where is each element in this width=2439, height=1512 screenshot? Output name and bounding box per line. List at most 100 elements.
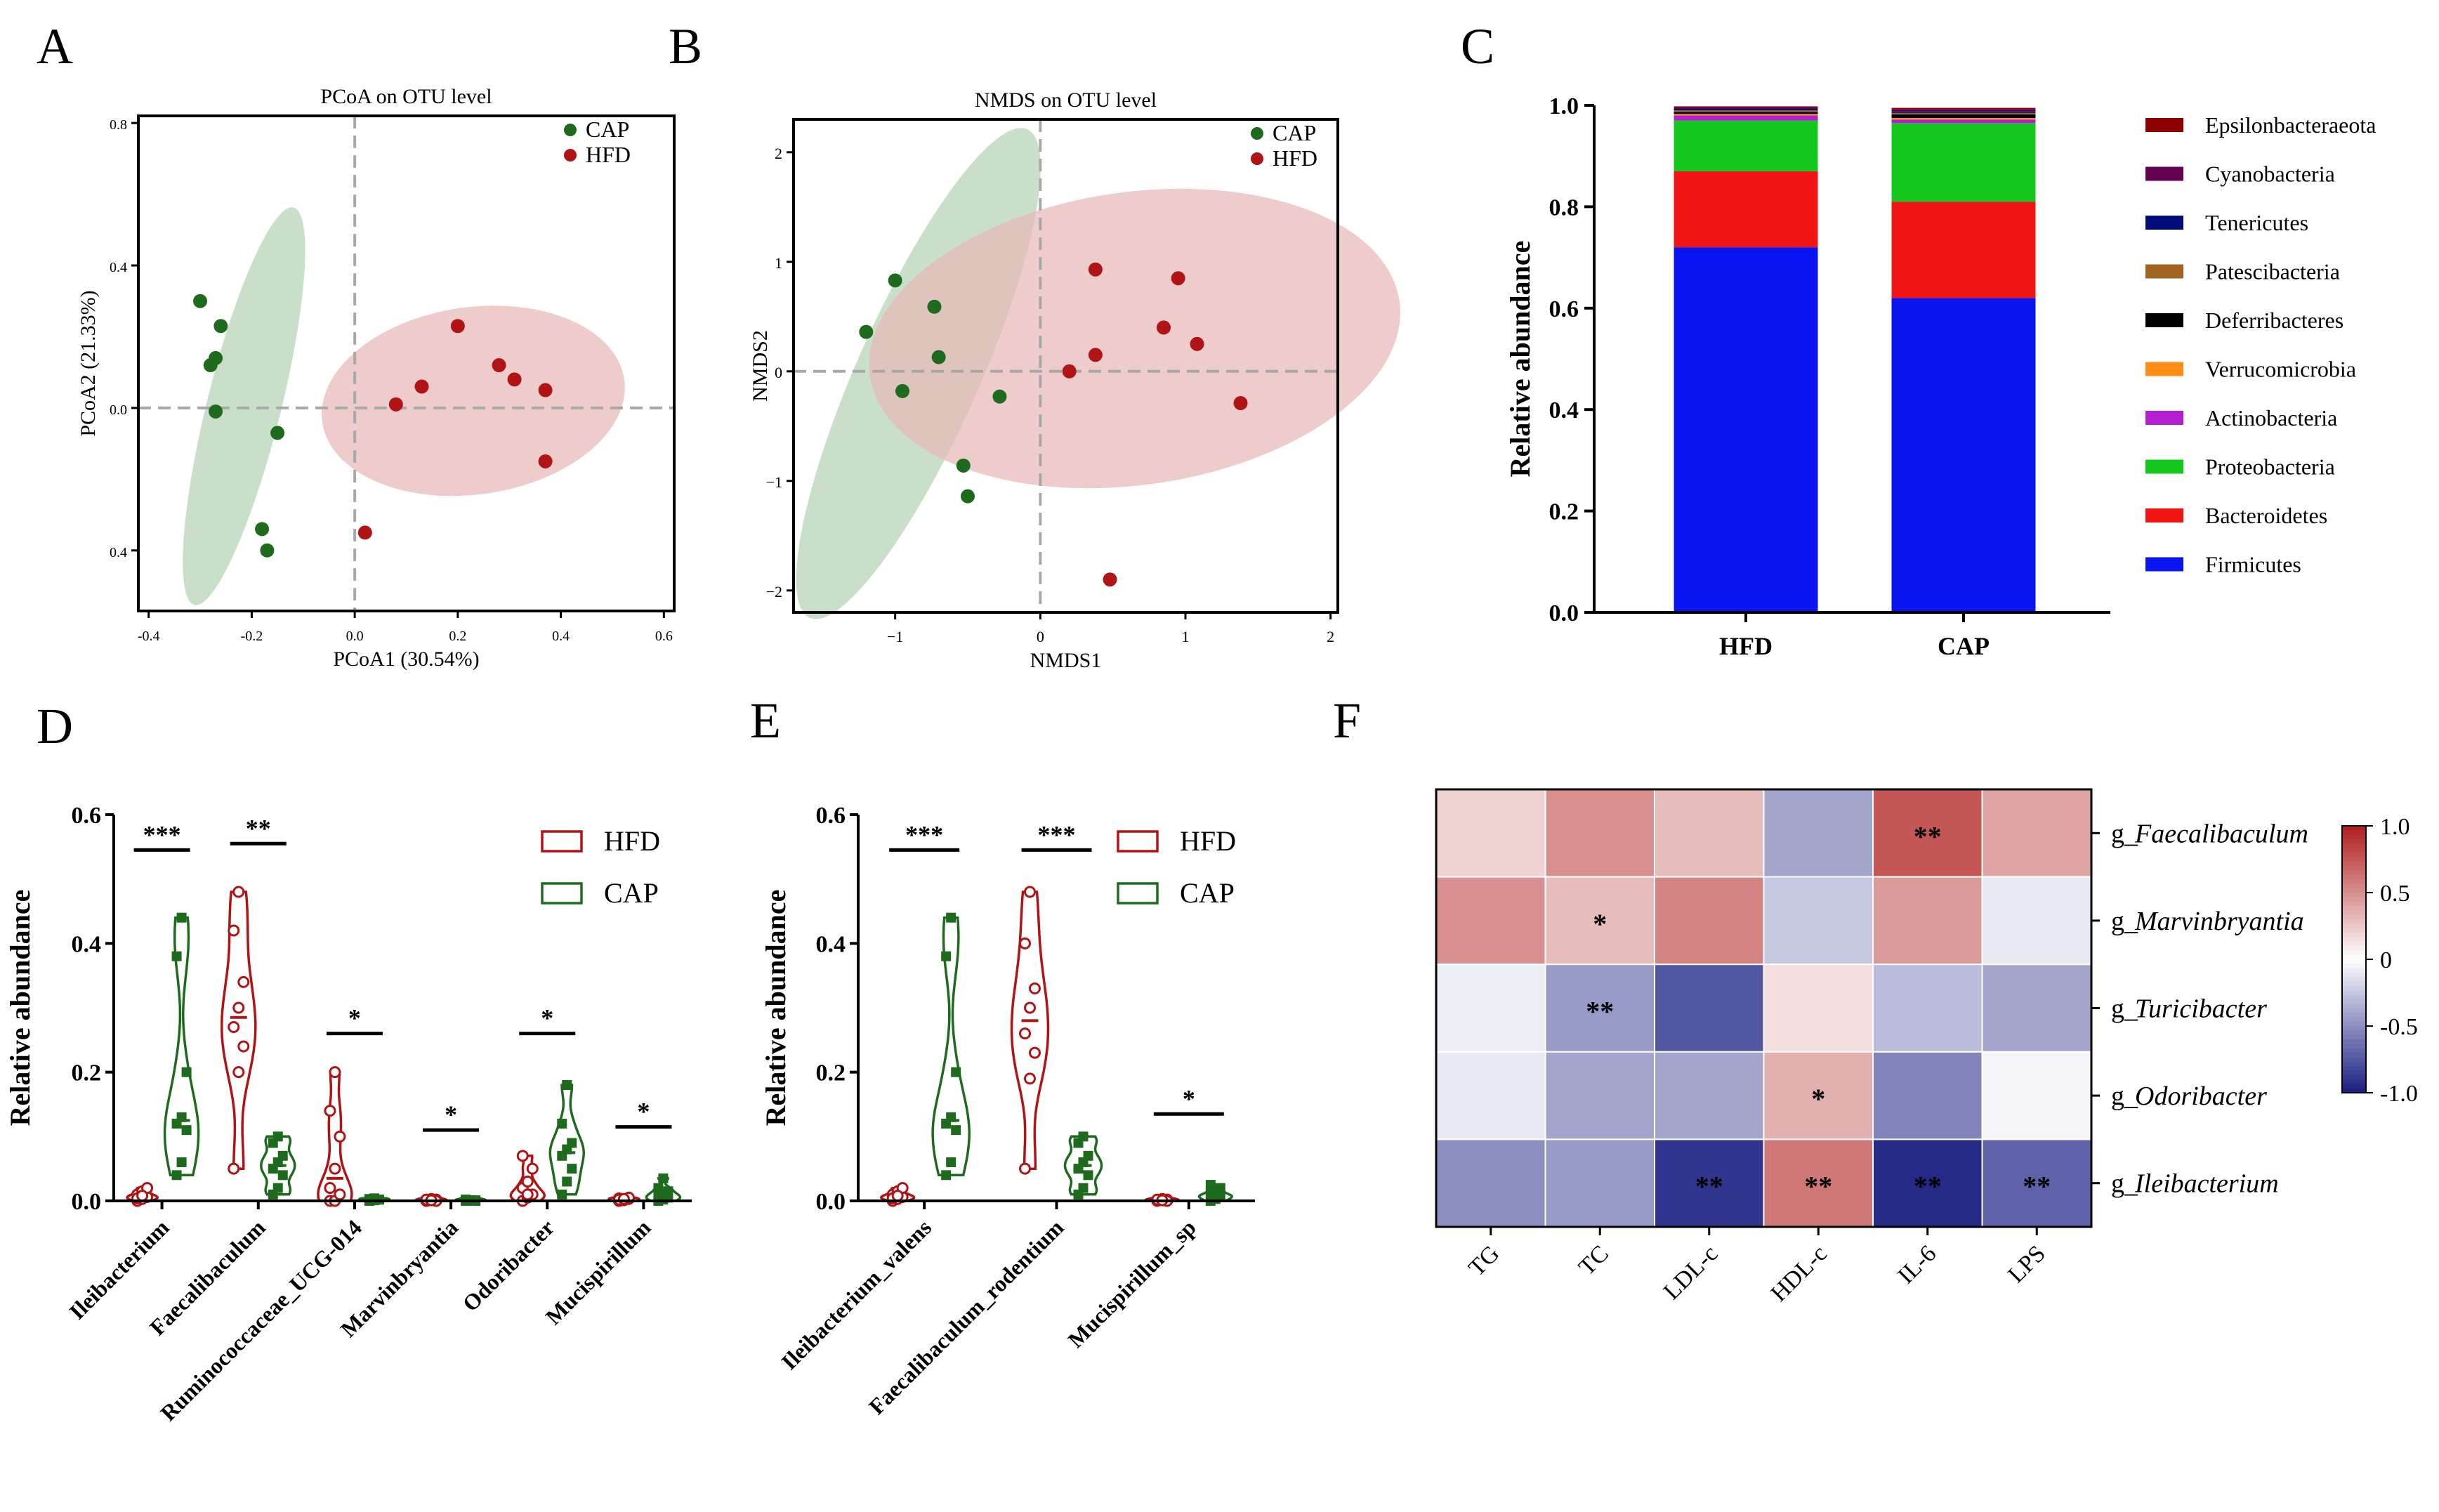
heatmap-cell bbox=[1763, 789, 1874, 878]
legend-swatch-verrucomicrobia bbox=[2145, 362, 2183, 376]
heatmap-cell bbox=[1654, 964, 1765, 1053]
row-label-prefix: g_ bbox=[2111, 994, 2138, 1024]
hfd-sample-point bbox=[1029, 1046, 1041, 1059]
panel-letter-b: B bbox=[669, 18, 702, 74]
legend-label-cyanobacteria: Cyanobacteria bbox=[2205, 162, 2335, 187]
cap-sample-point bbox=[277, 1170, 288, 1181]
y-tick-label: 0.4 bbox=[816, 931, 846, 957]
y-tick-label: 0.4 bbox=[110, 545, 127, 560]
colorbar-step bbox=[2342, 826, 2366, 831]
colorbar-step bbox=[2342, 1044, 2366, 1049]
heatmap-cell bbox=[1981, 964, 2092, 1053]
legend-swatch-actinobacteria bbox=[2145, 411, 2183, 425]
y-tick-label: 0.8 bbox=[1549, 195, 1579, 221]
cap-violin bbox=[931, 916, 971, 1177]
species-violin-plot: ***Ileibacterium_valens***Faecalibaculum… bbox=[760, 803, 1255, 1419]
bar-segment-cap-deferribacteres bbox=[1891, 114, 2036, 119]
hfd-sample-point bbox=[1190, 336, 1204, 351]
heatmap-cell bbox=[1654, 789, 1765, 878]
legend-swatch-bacteroidetes bbox=[2145, 508, 2183, 522]
y-tick-label: 0.8 bbox=[110, 117, 127, 133]
y-tick-label: 0.6 bbox=[72, 803, 102, 829]
x-axis-label: PCoA1 (30.54%) bbox=[333, 647, 479, 671]
cap-sample-point bbox=[171, 951, 182, 961]
heatmap-cell bbox=[1435, 789, 1546, 878]
row-label: Marvinbryantia bbox=[2134, 907, 2304, 936]
colorbar-step bbox=[2342, 853, 2366, 858]
cap-sample-point bbox=[946, 912, 956, 923]
cap-sample-point bbox=[369, 1194, 379, 1204]
x-tick-label: 0 bbox=[1037, 628, 1044, 645]
significance-stars: ** bbox=[2023, 1171, 2051, 1202]
pcoa-plot: -0.4 -0.2 0.0 0.2 0.4 0.6 0.8 0.4 0.0 0.4 PCoA on … bbox=[77, 85, 676, 671]
y-tick-label: 2 bbox=[775, 145, 782, 162]
legend-swatch-cyanobacteria bbox=[2145, 166, 2183, 181]
significance-stars: * bbox=[1593, 908, 1607, 940]
cap-sample-point bbox=[567, 1164, 577, 1174]
cap-sample-point bbox=[209, 404, 223, 419]
y-axis-label: Relative abundance bbox=[760, 890, 791, 1126]
plot-title: NMDS on OTU level bbox=[975, 88, 1157, 112]
cap-sample-point bbox=[277, 1150, 288, 1161]
hfd-sample-point bbox=[492, 358, 506, 373]
legend-label-deferribacteres: Deferribacteres bbox=[2205, 308, 2343, 333]
colorbar-step bbox=[2342, 973, 2366, 978]
cap-sample-point bbox=[272, 1183, 283, 1193]
colorbar-step bbox=[2342, 1017, 2366, 1023]
colorbar-step bbox=[2342, 866, 2366, 872]
hfd-sample-point bbox=[334, 1130, 346, 1143]
colorbar-step bbox=[2342, 946, 2366, 952]
cap-confidence-ellipse bbox=[183, 207, 305, 605]
legend-hfd-label: HFD bbox=[1180, 825, 1236, 857]
colorbar-step bbox=[2342, 994, 2366, 1000]
colorbar-step bbox=[2342, 1061, 2366, 1067]
heatmap-cell bbox=[1981, 1051, 2092, 1140]
hfd-sample-point bbox=[324, 1105, 336, 1117]
colorbar-step bbox=[2342, 861, 2366, 867]
cap-sample-point bbox=[1083, 1170, 1093, 1181]
cap-sample-point bbox=[658, 1173, 669, 1183]
bar-segment-hfd-firmicutes bbox=[1674, 247, 1818, 612]
column-label: TG bbox=[1464, 1240, 1504, 1281]
row-label-prefix: g_ bbox=[2111, 1169, 2138, 1199]
colorbar-step bbox=[2342, 1074, 2366, 1080]
colorbar-step bbox=[2342, 1053, 2366, 1058]
cap-sample-point bbox=[941, 1170, 952, 1181]
hfd-sample-point bbox=[526, 1162, 539, 1175]
colorbar-step bbox=[2342, 870, 2366, 876]
colorbar-step bbox=[2342, 1021, 2366, 1027]
y-tick-label: −2 bbox=[766, 583, 782, 600]
hfd-sample-point bbox=[1024, 1072, 1036, 1085]
hfd-sample-point bbox=[1062, 364, 1077, 379]
colorbar-step bbox=[2342, 1034, 2366, 1040]
cap-sample-point bbox=[193, 294, 208, 308]
hfd-sample-point bbox=[1103, 572, 1117, 587]
cap-sample-point bbox=[557, 1119, 567, 1129]
bar-segment-cap-bacteroidetes bbox=[1891, 202, 2036, 298]
y-tick-label: 1 bbox=[775, 254, 782, 272]
nmds-plot: −1 0 1 2 2 1 0 −1 −2 NMDS on OTU level NMDS1 NMDS2 C… bbox=[749, 88, 1400, 672]
legend-hfd-marker bbox=[1251, 152, 1263, 165]
colorbar-step bbox=[2342, 981, 2366, 987]
panel-letter-e: E bbox=[750, 692, 781, 749]
plot-frame bbox=[792, 118, 1339, 614]
colorbar-step bbox=[2342, 928, 2366, 933]
significance-stars: * bbox=[348, 1004, 361, 1032]
cap-sample-point bbox=[961, 489, 975, 504]
heatmap-cell bbox=[1981, 876, 2092, 966]
significance-stars: *** bbox=[1038, 820, 1076, 848]
colorbar-step bbox=[2342, 1030, 2366, 1036]
cap-sample-point bbox=[956, 458, 971, 473]
x-tick-label: 2 bbox=[1327, 628, 1334, 645]
y-tick-label: 0.4 bbox=[110, 260, 127, 275]
hfd-sample-point bbox=[237, 1040, 250, 1053]
bar-segment-cap-patescibacteria bbox=[1891, 112, 2036, 114]
hfd-sample-point bbox=[1088, 262, 1103, 277]
y-tick-label: 1.0 bbox=[1549, 93, 1579, 119]
bar-segment-cap-actinobacteria bbox=[1891, 119, 2036, 124]
column-label: TC bbox=[1574, 1240, 1614, 1280]
cap-sample-point bbox=[946, 1112, 956, 1122]
significance-stars: * bbox=[1811, 1083, 1825, 1115]
legend-cap-marker bbox=[1251, 127, 1263, 140]
